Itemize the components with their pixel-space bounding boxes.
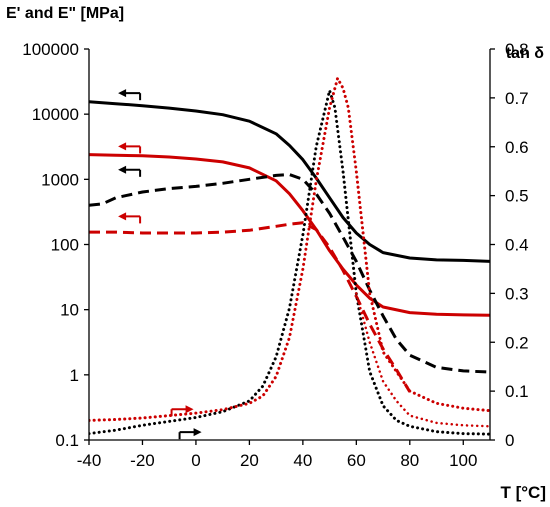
y-left-tick-label: 100000 (22, 40, 79, 59)
series-group (89, 76, 490, 436)
arrow-head (193, 428, 202, 437)
arrow-head (185, 405, 194, 414)
arrow-head (118, 212, 127, 221)
arrow-right-5 (178, 428, 202, 440)
arrow-left-0 (118, 89, 142, 101)
x-tick-label: -20 (130, 451, 155, 470)
y-right-tick-label: 0.3 (505, 284, 529, 303)
plot-area (89, 76, 490, 440)
arrow-right-4 (170, 405, 194, 417)
y-left-tick-label: 10000 (32, 105, 79, 124)
y-left-tick-label: 10 (60, 301, 79, 320)
y-axis-right-label: tan δ (506, 45, 544, 62)
arrow-head (118, 142, 127, 151)
x-tick-label: 60 (347, 451, 366, 470)
y-right-tick-label: 0 (505, 431, 514, 450)
arrow-head (118, 89, 127, 98)
x-tick-label: 20 (240, 451, 259, 470)
series-4-black-dotted (89, 89, 490, 436)
arrow-left-1 (118, 142, 142, 154)
y-right-tick-label: 0.5 (505, 187, 529, 206)
arrow-left-2 (118, 165, 142, 177)
arrow-left-3 (118, 212, 142, 224)
y-right-tick-label: 0.7 (505, 89, 529, 108)
x-tick-label: 0 (191, 451, 200, 470)
series-1-red-solid (89, 153, 490, 317)
series-0-black-solid (89, 100, 490, 263)
y-axis-left-label: E' and E" [MPa] (6, 5, 124, 22)
arrow-head (118, 165, 127, 174)
x-tick-label: -40 (77, 451, 102, 470)
series-3-red-dashed (89, 221, 412, 393)
x-axis-label: T [°C] (500, 483, 546, 502)
x-tick-label: 40 (293, 451, 312, 470)
x-tick-label: 100 (449, 451, 477, 470)
axes: -40 -20 0 20 40 60 80 100 0.1 1 10 100 1000 10000 1000… (22, 40, 528, 470)
y-left-tick-label: 0.1 (55, 431, 79, 450)
y-left-tick-label: 1000 (41, 170, 79, 189)
y-right-tick-label: 0.4 (505, 236, 529, 255)
series-5-red-dotted (89, 76, 490, 422)
y-right-tick-label: 0.1 (505, 382, 529, 401)
y-right-tick-label: 0.8 (505, 40, 529, 59)
y-right-tick-label: 0.2 (505, 333, 529, 352)
series-2-black-dashed (89, 173, 490, 374)
y-right-tick-label: 0.6 (505, 138, 529, 157)
y-left-tick-label: 100 (51, 236, 79, 255)
x-tick-label: 80 (400, 451, 419, 470)
y-left-tick-label: 1 (70, 366, 79, 385)
